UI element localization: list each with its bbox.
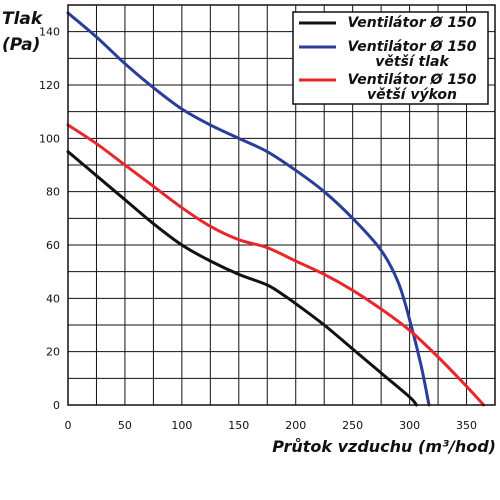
series-line-3	[66, 123, 486, 407]
x-tick-label: 150	[228, 419, 249, 432]
y-tick-label: 120	[39, 79, 60, 92]
y-axis-title-line1: Tlak	[2, 9, 44, 29]
x-tick-label: 0	[65, 419, 72, 432]
legend-label-3: Ventilátor Ø 150	[347, 72, 476, 88]
x-tick-label: 50	[118, 419, 132, 432]
legend-label-3: větší výkon	[367, 87, 457, 103]
series-lines	[66, 11, 486, 407]
legend-label-2: větší tlak	[375, 54, 450, 70]
x-tick-label: 300	[399, 419, 420, 432]
x-tick-labels: 0 50 100 150 200 250 300 350	[65, 419, 478, 432]
legend-label-1: Ventilátor Ø 150	[347, 15, 476, 31]
x-tick-label: 250	[342, 419, 363, 432]
plot-frame	[67, 4, 496, 406]
y-tick-labels: 0 20 40 60 80 100 120 140	[39, 26, 60, 412]
y-tick-label: 140	[39, 26, 60, 39]
y-tick-label: 80	[46, 186, 60, 199]
y-tick-label: 40	[46, 292, 60, 305]
y-tick-label: 0	[53, 399, 60, 412]
x-tick-label: 200	[285, 419, 306, 432]
series-line-2	[66, 11, 431, 407]
legend-box	[292, 11, 489, 105]
x-tick-label: 350	[456, 419, 477, 432]
x-tick-label: 100	[171, 419, 192, 432]
legend-label-2: Ventilátor Ø 150	[347, 39, 476, 55]
y-tick-label: 20	[46, 346, 60, 359]
x-axis-title: Průtok vzduchu (m³/hod)	[272, 437, 496, 456]
series-line-1	[66, 150, 418, 407]
y-axis-title-line2: (Pa)	[2, 35, 40, 55]
y-tick-label: 60	[46, 239, 60, 252]
y-tick-label: 100	[39, 132, 60, 145]
